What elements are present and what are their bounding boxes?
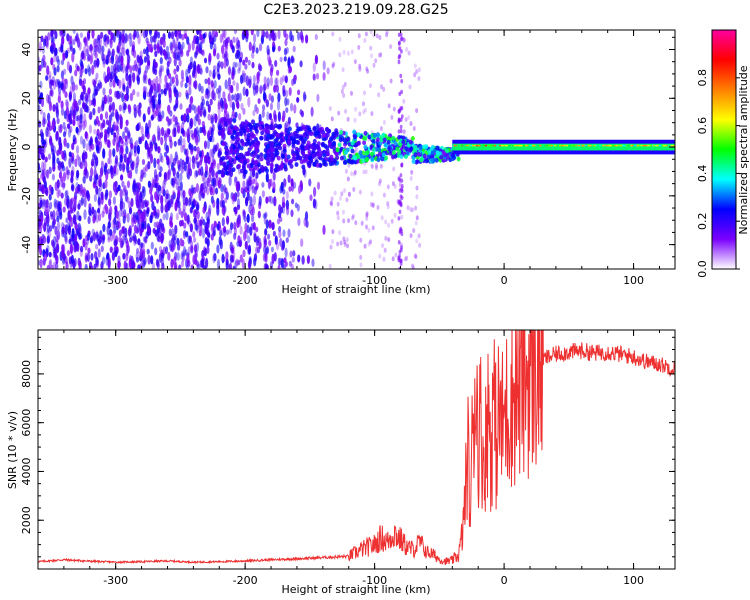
x-tick-label: -200	[233, 574, 258, 587]
y-tick-label: 0	[20, 144, 33, 151]
spectrogram-frame	[37, 29, 676, 270]
spectrogram-ylabel: Frequency (Hz)	[6, 109, 19, 192]
figure-title: C2E3.2023.219.09.28.G25	[263, 2, 448, 18]
snr-line	[38, 330, 675, 566]
y-tick-label: 8000	[20, 360, 33, 388]
colorbar-gradient	[711, 29, 737, 270]
y-tick-label: 40	[20, 43, 33, 57]
spectrogram-xlabel: Height of straight line (km)	[281, 283, 430, 296]
x-tick-label: 0	[501, 574, 508, 587]
colorbar-tick-label: 0.6	[696, 117, 709, 135]
x-tick-label: -200	[233, 274, 258, 287]
snr-ticks: -300 -200 -100 0 100 2000 4000 6000 8000	[20, 330, 675, 587]
x-tick-label: -100	[362, 574, 387, 587]
colorbar-tick-label: 0.4	[696, 165, 709, 183]
snr-frame	[37, 329, 676, 570]
y-tick-label: -40	[20, 236, 33, 254]
colorbar-tick-label: 0.2	[696, 212, 709, 230]
y-tick-label: -20	[20, 187, 33, 205]
x-tick-label: -300	[103, 274, 128, 287]
y-tick-label: 20	[20, 91, 33, 105]
x-tick-label: 0	[501, 274, 508, 287]
spectrogram-heatmap	[38, 30, 675, 269]
colorbar-ticks: 0.0 0.2 0.4 0.6 0.8	[696, 69, 740, 278]
x-tick-label: -300	[103, 574, 128, 587]
y-tick-label: 6000	[20, 409, 33, 437]
x-tick-label: 100	[623, 574, 644, 587]
snr-panel: -300 -200 -100 0 100 2000 4000 6000 8000 Height …	[6, 329, 676, 596]
colorbar-tick-label: 0.8	[696, 69, 709, 87]
x-tick-label: 100	[623, 274, 644, 287]
snr-ylabel: SNR (10 * v/v)	[6, 411, 19, 489]
x-tick-label: -100	[362, 274, 387, 287]
y-tick-label: 2000	[20, 506, 33, 534]
snr-series	[38, 330, 675, 566]
colorbar-tick-label: 0.0	[696, 260, 709, 278]
colorbar-label: Normalized spectral amplitude	[737, 65, 750, 234]
y-tick-label: 4000	[20, 457, 33, 485]
snr-xlabel: Height of straight line (km)	[281, 583, 430, 596]
colorbar: 0.0 0.2 0.4 0.6 0.8 Normalized spectral ampl…	[696, 29, 750, 278]
